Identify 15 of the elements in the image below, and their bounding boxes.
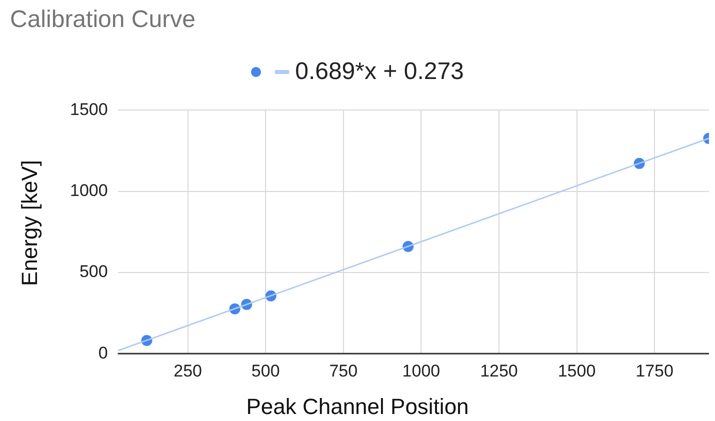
- y-axis-title: Energy [keV]: [17, 159, 43, 288]
- chart-title: Calibration Curve: [10, 6, 196, 34]
- legend-label: 0.689*x + 0.273: [295, 58, 464, 86]
- x-axis-title: Peak Channel Position: [245, 394, 470, 420]
- x-tick-label: 1250: [480, 361, 518, 380]
- y-tick-label: 1500: [70, 100, 108, 119]
- y-tick-label: 1000: [70, 181, 108, 200]
- y-tick-label: 500: [79, 262, 108, 282]
- x-tick-label: 1000: [402, 361, 440, 380]
- x-tick-label: 750: [329, 361, 358, 380]
- x-tick-label: 1750: [636, 361, 674, 380]
- x-tick-label: 1500: [558, 361, 596, 380]
- x-tick-label: 250: [174, 361, 202, 380]
- x-tick-label: 500: [251, 361, 280, 380]
- y-tick-label: 0: [98, 343, 108, 362]
